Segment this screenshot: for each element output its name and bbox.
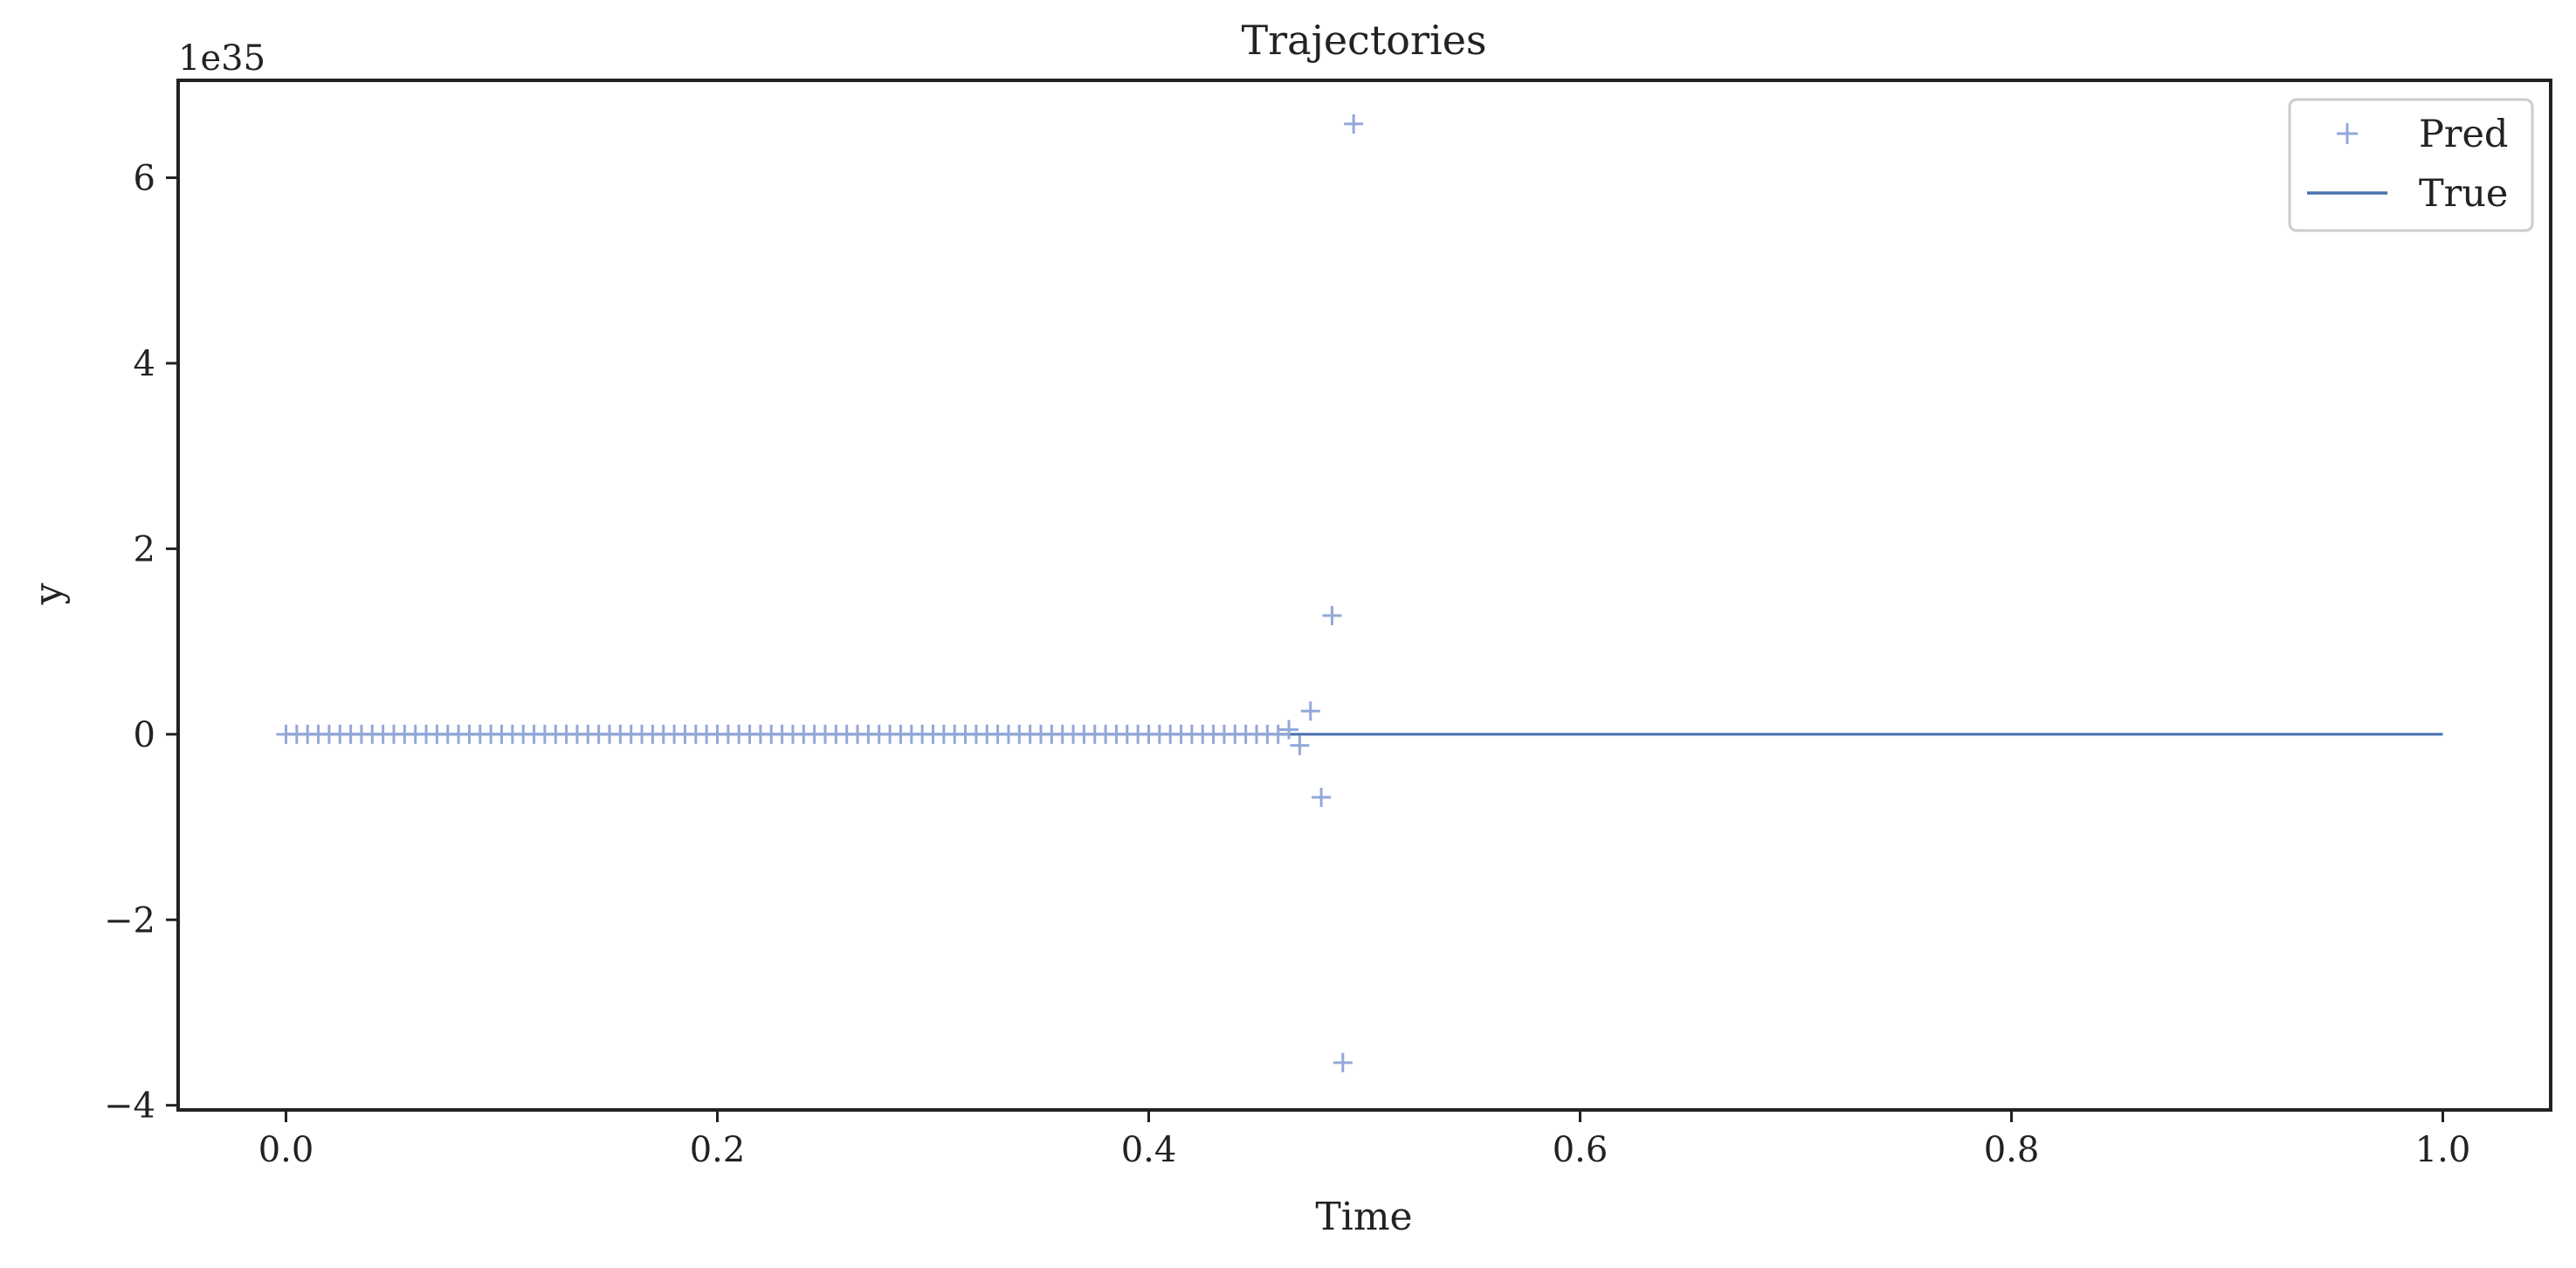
x-tick-label: 1.0	[2415, 1130, 2471, 1170]
legend-pred-marker	[2337, 123, 2358, 144]
pred-point	[1279, 720, 1299, 740]
legend-pred-label: Pred	[2419, 113, 2508, 156]
y-tick-label: 2	[134, 529, 155, 569]
x-tick-label: 0.4	[1121, 1130, 1177, 1170]
pred-point	[1312, 788, 1332, 808]
pred-point	[1268, 724, 1288, 744]
x-axis-label: Time	[1315, 1195, 1412, 1239]
y-tick-label: 4	[134, 344, 155, 384]
x-tick-label: 0.2	[690, 1130, 746, 1170]
x-axis: 0.0 0.2 0.4 0.6 0.8 1.0	[258, 1110, 2471, 1170]
pred-point	[1344, 114, 1364, 134]
legend-true-label: True	[2419, 172, 2508, 216]
y-axis: −4 −2 0 2 4 6	[104, 159, 178, 1127]
chart-title: Trajectories	[1241, 17, 1486, 64]
axes-frame	[176, 79, 2552, 1112]
pred-point	[1333, 1052, 1353, 1072]
legend: Pred True	[2288, 98, 2534, 232]
y-tick-label: 6	[134, 159, 155, 199]
y-tick-label: 0	[134, 715, 155, 755]
pred-point	[1290, 735, 1310, 755]
y-tick-label: −4	[104, 1086, 155, 1127]
y-axis-label: y	[26, 582, 71, 605]
pred-point	[1300, 701, 1320, 721]
x-tick-label: 0.8	[1984, 1130, 2040, 1170]
y-tick-label: −2	[104, 900, 155, 941]
pred-point	[1322, 605, 1342, 625]
x-tick-label: 0.6	[1553, 1130, 1608, 1170]
y-axis-offset-label: 1e35	[178, 38, 265, 79]
plot-area	[276, 114, 2443, 1072]
x-tick-label: 0.0	[258, 1130, 314, 1170]
